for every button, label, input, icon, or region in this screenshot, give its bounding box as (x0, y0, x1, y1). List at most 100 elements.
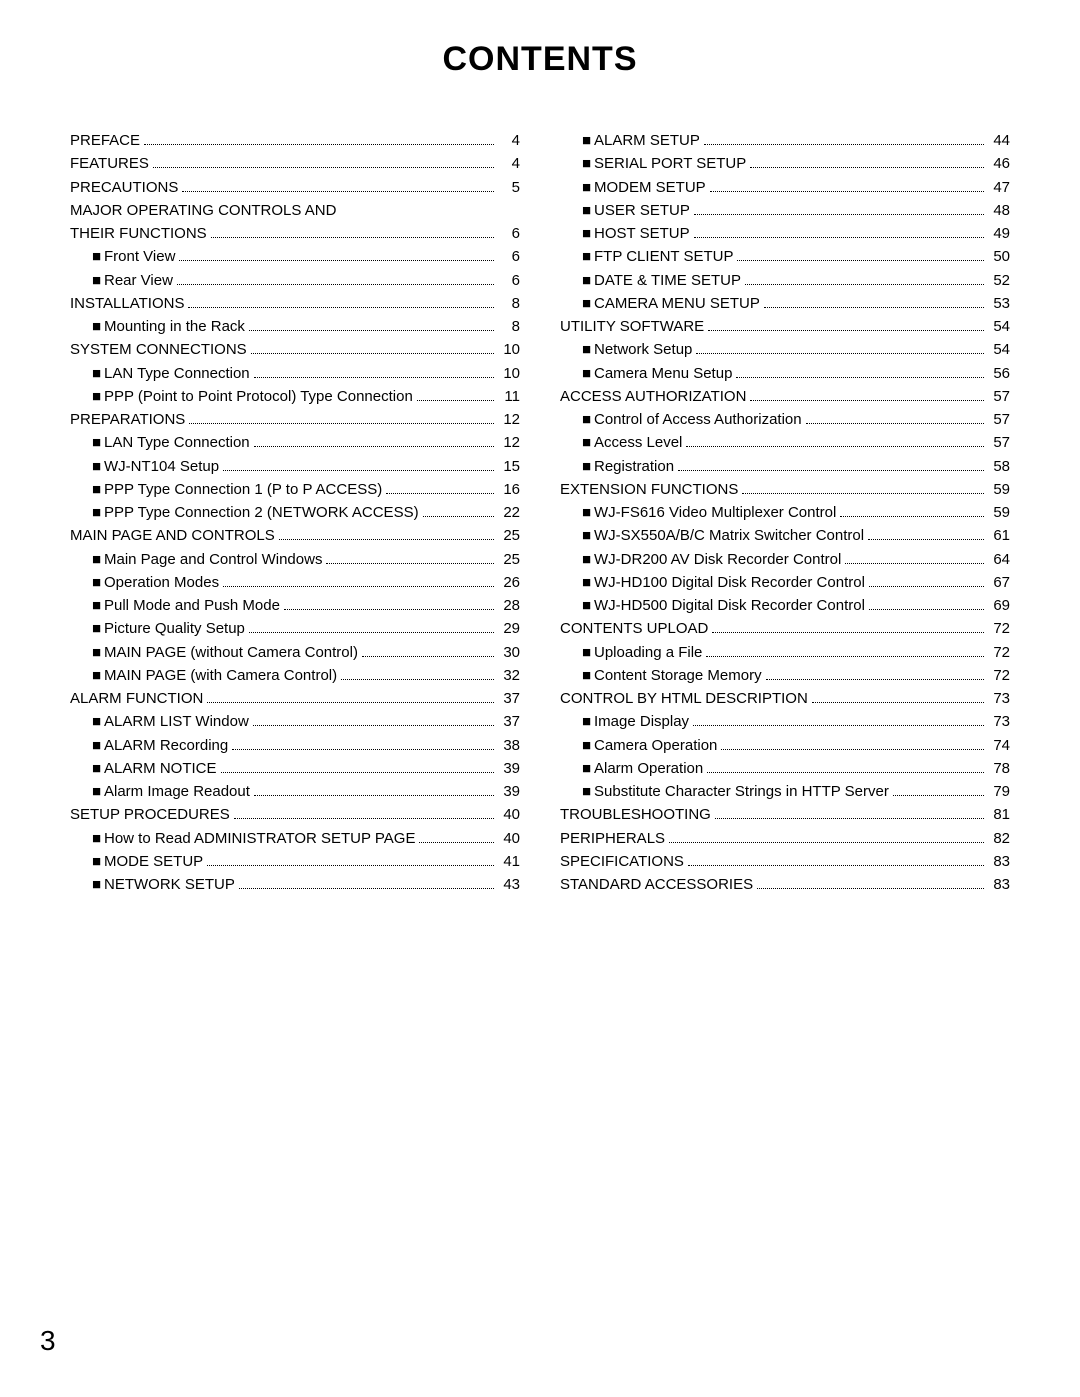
toc-page-number: 10 (498, 362, 520, 385)
square-bullet-icon: ■ (92, 571, 104, 594)
leader-dots (710, 178, 984, 192)
toc-label: CAMERA MENU SETUP (594, 292, 760, 315)
square-bullet-icon: ■ (92, 385, 104, 408)
square-bullet-icon: ■ (92, 269, 104, 292)
toc-page-number: 12 (498, 431, 520, 454)
leader-dots (386, 480, 494, 494)
leader-dots (249, 620, 494, 634)
toc-page-number: 59 (988, 501, 1010, 524)
toc-page-number: 37 (498, 710, 520, 733)
toc-label: Uploading a File (594, 641, 702, 664)
toc-page-number: 73 (988, 687, 1010, 710)
toc-entry: ■ WJ-SX550A/B/C Matrix Switcher Control6… (560, 524, 1010, 547)
toc-label: PERIPHERALS (560, 827, 665, 850)
toc-label: Network Setup (594, 338, 692, 361)
leader-dots (715, 806, 984, 820)
toc-entry: ■ HOST SETUP49 (560, 222, 1010, 245)
toc-label: ALARM Recording (104, 734, 228, 757)
page-title: CONTENTS (70, 40, 1010, 79)
toc-left-column: PREFACE4FEATURES4PRECAUTIONS5MAJOR OPERA… (70, 129, 520, 896)
toc-entry: EXTENSION FUNCTIONS59 (560, 478, 1010, 501)
toc-label: Main Page and Control Windows (104, 548, 322, 571)
toc-page-number: 72 (988, 664, 1010, 687)
toc-page-number: 72 (988, 641, 1010, 664)
toc-page-number: 40 (498, 803, 520, 826)
toc-entry: ■ Pull Mode and Push Mode28 (70, 594, 520, 617)
square-bullet-icon: ■ (582, 152, 594, 175)
toc-entry: ■ MODE SETUP41 (70, 850, 520, 873)
toc-page-number: 8 (498, 292, 520, 315)
toc-page-number: 54 (988, 338, 1010, 361)
toc-entry: PRECAUTIONS5 (70, 176, 520, 199)
toc-page-number: 43 (498, 873, 520, 896)
leader-dots (812, 690, 984, 704)
toc-label: Registration (594, 455, 674, 478)
toc-entry: ■ Picture Quality Setup29 (70, 617, 520, 640)
toc-label: SERIAL PORT SETUP (594, 152, 746, 175)
leader-dots (326, 550, 494, 564)
square-bullet-icon: ■ (582, 710, 594, 733)
toc-label: Camera Operation (594, 734, 717, 757)
leader-dots (417, 387, 494, 401)
leader-dots (706, 643, 984, 657)
toc-entry: ■ Registration58 (560, 455, 1010, 478)
toc-label: Front View (104, 245, 175, 268)
toc-label: FTP CLIENT SETUP (594, 245, 733, 268)
leader-dots (707, 759, 984, 773)
toc-label: Mounting in the Rack (104, 315, 245, 338)
toc-label: How to Read ADMINISTRATOR SETUP PAGE (104, 827, 415, 850)
toc-page-number: 29 (498, 617, 520, 640)
toc-entry: THEIR FUNCTIONS6 (70, 222, 520, 245)
toc-entry: ACCESS AUTHORIZATION57 (560, 385, 1010, 408)
toc-label: ALARM SETUP (594, 129, 700, 152)
toc-page-number: 56 (988, 362, 1010, 385)
toc-entry: ALARM FUNCTION37 (70, 687, 520, 710)
toc-entry: ■ WJ-HD100 Digital Disk Recorder Control… (560, 571, 1010, 594)
leader-dots (253, 713, 494, 727)
leader-dots (845, 550, 984, 564)
toc-page-number: 30 (498, 641, 520, 664)
toc-entry: ■ PPP Type Connection 1 (P to P ACCESS)1… (70, 478, 520, 501)
leader-dots (696, 341, 984, 355)
square-bullet-icon: ■ (92, 245, 104, 268)
toc-label: DATE & TIME SETUP (594, 269, 741, 292)
toc-label: WJ-DR200 AV Disk Recorder Control (594, 548, 841, 571)
toc-label: PPP (Point to Point Protocol) Type Conne… (104, 385, 413, 408)
toc-entry: SPECIFICATIONS83 (560, 850, 1010, 873)
toc-entry: MAIN PAGE AND CONTROLS25 (70, 524, 520, 547)
toc-entry: ■ LAN Type Connection10 (70, 362, 520, 385)
square-bullet-icon: ■ (92, 641, 104, 664)
square-bullet-icon: ■ (92, 757, 104, 780)
leader-dots (254, 783, 494, 797)
toc-entry: ■ ALARM NOTICE39 (70, 757, 520, 780)
toc-page-number: 83 (988, 850, 1010, 873)
leader-dots (188, 294, 494, 308)
toc-label: MAIN PAGE (without Camera Control) (104, 641, 358, 664)
leader-dots (211, 225, 494, 239)
toc-page-number: 57 (988, 408, 1010, 431)
toc-page-number: 10 (498, 338, 520, 361)
toc-label: HOST SETUP (594, 222, 690, 245)
toc-label: MAIN PAGE (with Camera Control) (104, 664, 337, 687)
toc-page-number: 54 (988, 315, 1010, 338)
toc-page-number: 41 (498, 850, 520, 873)
leader-dots (223, 457, 494, 471)
square-bullet-icon: ■ (582, 594, 594, 617)
toc-label: UTILITY SOFTWARE (560, 315, 704, 338)
toc-entry: ■ Camera Menu Setup56 (560, 362, 1010, 385)
toc-label: CONTENTS UPLOAD (560, 617, 708, 640)
toc-page-number: 39 (498, 757, 520, 780)
leader-dots (189, 411, 494, 425)
square-bullet-icon: ■ (582, 524, 594, 547)
toc-page-number: 4 (498, 129, 520, 152)
toc-page-number: 81 (988, 803, 1010, 826)
toc-page-number: 28 (498, 594, 520, 617)
square-bullet-icon: ■ (582, 757, 594, 780)
leader-dots (254, 434, 494, 448)
toc-entry: MAJOR OPERATING CONTROLS AND (70, 199, 520, 222)
toc-page-number: 50 (988, 245, 1010, 268)
toc-label: PPP Type Connection 1 (P to P ACCESS) (104, 478, 382, 501)
toc-label: PREPARATIONS (70, 408, 185, 431)
toc-entry: ■ MODEM SETUP47 (560, 176, 1010, 199)
toc-entry: INSTALLATIONS8 (70, 292, 520, 315)
